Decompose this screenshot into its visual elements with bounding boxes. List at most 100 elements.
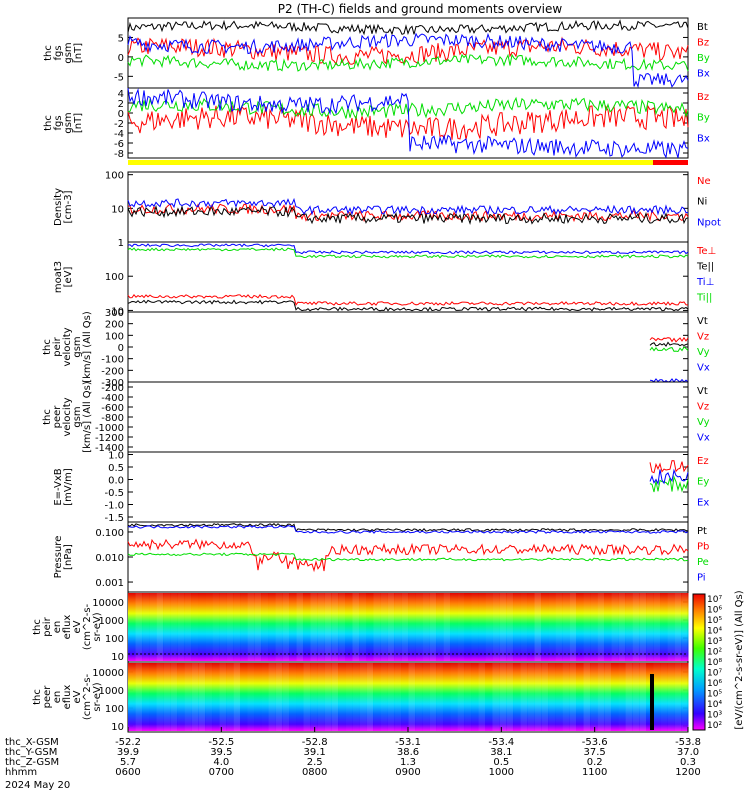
peir_velocity-legend-Vx: Vx	[697, 363, 710, 374]
efield-legend-Ey: Ey	[697, 477, 709, 488]
peir_spectrogram-column	[625, 593, 633, 661]
page-title: P2 (TH-C) fields and ground moments over…	[278, 2, 563, 16]
x-row-label: thc_Y-GSM	[5, 747, 57, 758]
peir_spectrogram-column	[380, 593, 388, 661]
peir_spectrogram-ytick-label: 10000	[92, 598, 124, 609]
peer_velocity-legend-Vz: Vz	[697, 402, 709, 413]
fgs_gsm_dsl-ytick-label: -2	[114, 119, 124, 130]
peer_spectrogram-ytick-label: 10	[111, 722, 124, 733]
peer_spectrogram-column	[142, 663, 150, 731]
fgs_gsm_dsl-series-Bx	[127, 88, 689, 159]
fgs_gsm_dsl-ytick-label: -8	[114, 149, 124, 160]
peir_spectrogram-column	[632, 593, 640, 661]
peer_spectrogram-column	[415, 663, 423, 731]
x-row-value: 37.0	[677, 747, 699, 758]
peer_velocity-ytick-label: -600	[101, 403, 124, 414]
colorbar-tick-label: 10⁶	[707, 606, 722, 616]
peir_velocity-legend-Vt: Vt	[697, 316, 708, 327]
peer_spectrogram-column	[212, 663, 220, 731]
peer_spectrogram-column	[219, 663, 227, 731]
efield-ytick-label: 1.0	[108, 451, 124, 462]
peer_spectrogram-column	[387, 663, 395, 731]
peer_spectrogram-ylabel: eV	[72, 690, 83, 703]
peir_velocity-ytick-label: 0	[118, 343, 124, 354]
efield-legend-Ez: Ez	[697, 456, 709, 467]
fgs_gsm-series-Bt	[127, 19, 689, 36]
peir_spectrogram-column	[443, 593, 451, 661]
peir_spectrogram-column	[555, 593, 563, 661]
density-ytick-label: 100	[105, 171, 124, 182]
panel-peer_spectrogram: 10000 1000 100 10 thc peer en eflux eV (cm^2-s-sr…	[32, 661, 689, 733]
peer_spectrogram-column	[401, 663, 409, 731]
peir_velocity-series-Vy	[649, 346, 689, 353]
x-row-value: 1200	[675, 767, 700, 778]
peer_spectrogram-ylabel: en	[52, 691, 63, 704]
peir_spectrogram-image	[128, 593, 689, 661]
peer_spectrogram-column	[268, 663, 276, 731]
peir_spectrogram-column	[436, 593, 444, 661]
peer_spectrogram-image	[128, 663, 689, 731]
colorbar-tick-label: 10²	[707, 721, 722, 731]
peer_spectrogram-column	[282, 663, 290, 731]
peir_velocity-ylabel: peir	[52, 336, 63, 356]
peer_spectrogram-column	[163, 663, 171, 731]
colorbar-tick-label: 10²	[707, 648, 722, 658]
efield-series-Ey	[649, 475, 689, 493]
peer_spectrogram-column	[254, 663, 262, 731]
peer_spectrogram-column	[576, 663, 584, 731]
peir_spectrogram-column	[548, 593, 556, 661]
peir_spectrogram-column	[303, 593, 311, 661]
density-legend-Ni: Ni	[697, 197, 707, 208]
peir_spectrogram-ylabel: (cm^2-s-	[82, 603, 93, 650]
efield-ylabel: [mV/m]	[63, 468, 74, 506]
peir_spectrogram-column	[247, 593, 255, 661]
x-row-value: -52.8	[302, 737, 328, 748]
peir_spectrogram-column	[345, 593, 353, 661]
peer_spectrogram-ylabel: (cm^2-s-	[82, 673, 93, 720]
peir_spectrogram-column	[646, 593, 654, 661]
peer_spectrogram-column	[660, 663, 668, 731]
x-row-value: 0.3	[680, 757, 696, 768]
peir_spectrogram-column	[289, 593, 297, 661]
peir_spectrogram-column	[331, 593, 339, 661]
peir_spectrogram-column	[254, 593, 262, 661]
peir_spectrogram-column	[191, 593, 199, 661]
peir_velocity-ytick-label: 100	[105, 331, 124, 342]
peer_spectrogram-ylabel: peer	[42, 685, 53, 709]
peer_velocity-ylabel: peer	[52, 405, 63, 429]
peer_spectrogram-column	[408, 663, 416, 731]
density-ytick-label: 1	[118, 238, 124, 249]
peir_spectrogram-column	[478, 593, 486, 661]
pressure-frame	[127, 521, 689, 593]
peer_spectrogram-column	[275, 663, 283, 731]
colorbar: 10⁷10⁶10⁵10⁴10³10²10⁸10⁷10⁶10⁵10⁴10³10²[…	[692, 590, 745, 731]
peer_spectrogram-column	[569, 663, 577, 731]
peir_velocity-ylabel: [km/s] (All Qs)	[82, 311, 93, 383]
colorbar-tick-label: 10⁷	[707, 595, 722, 605]
pressure-ylabel: Pressure	[53, 536, 64, 579]
peer_spectrogram-column	[394, 663, 402, 731]
peir_spectrogram-ylabel: sr-eV)	[92, 612, 103, 641]
peer_velocity-ylabel: thc	[42, 409, 53, 425]
peer_spectrogram-column	[373, 663, 381, 731]
peer_spectrogram-column	[597, 663, 605, 731]
fgs_gsm_dsl-ylabel: [nT]	[73, 113, 84, 133]
status-bar	[128, 160, 688, 165]
fgs_gsm_dsl-ylabel: thc	[43, 115, 54, 131]
colorbar-tick-label: 10³	[707, 637, 722, 647]
fgs_gsm_dsl-ytick-label: 4	[118, 89, 124, 100]
peir_spectrogram-column	[618, 593, 626, 661]
peer_spectrogram-column	[667, 663, 675, 731]
peir_spectrogram-column	[198, 593, 206, 661]
peir_spectrogram-column	[562, 593, 570, 661]
peir_velocity-ytick-label: -200	[101, 366, 124, 377]
x-row-value: 1.3	[400, 757, 416, 768]
fgs_gsm-frame	[127, 17, 689, 89]
x-axis: thc_X-GSM -52.2 -52.5 -52.8 -53.1 -53.4 -53.6 -…	[5, 727, 701, 791]
x-row-value: 38.1	[490, 747, 512, 758]
peir_spectrogram-column	[317, 593, 325, 661]
peir_velocity-ytick-label: 300	[105, 308, 124, 319]
pressure-series-Pb	[127, 538, 689, 573]
peir_velocity-ylabel: velocity	[62, 327, 73, 366]
